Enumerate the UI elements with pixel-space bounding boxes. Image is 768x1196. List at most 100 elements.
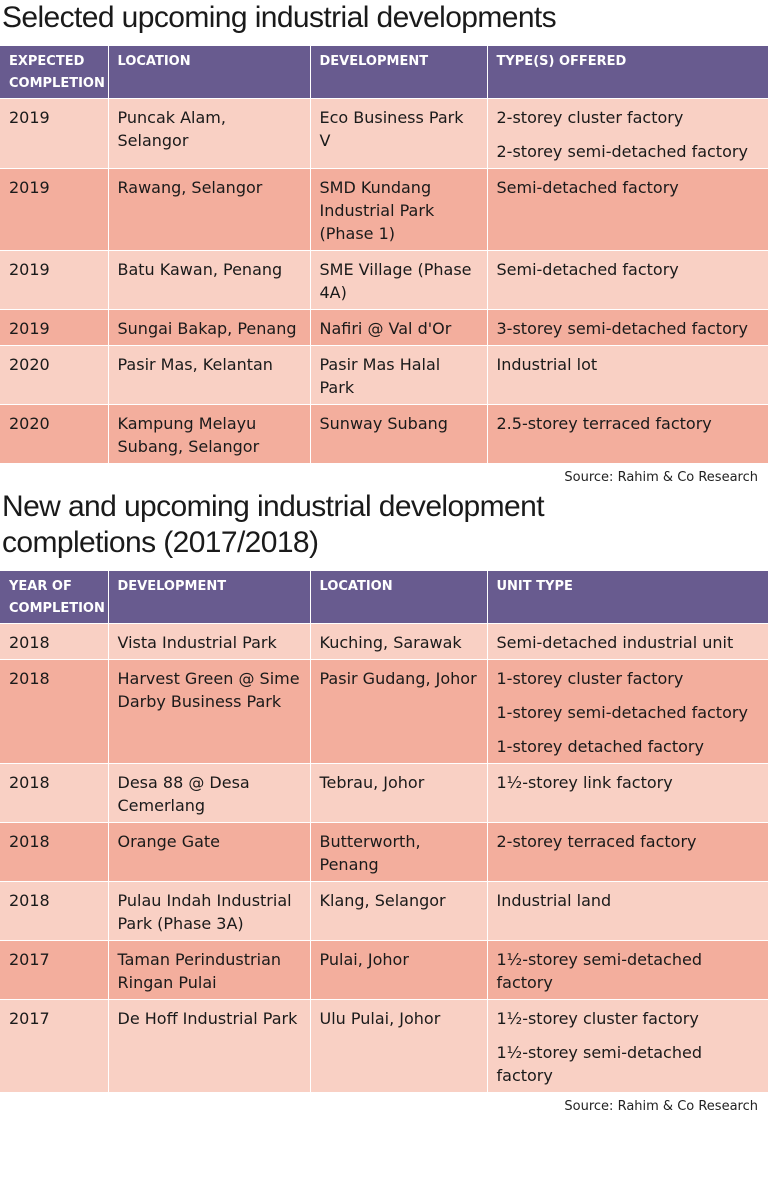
unit-type-item: 1½-storey semi-detached factory xyxy=(496,1043,702,1085)
cell-development: Pulau Indah Industrial Park (Phase 3A) xyxy=(108,881,311,941)
cell-year: 2017 xyxy=(0,999,109,1092)
header-expected-completion: EXPECTED COMPLETION xyxy=(0,46,109,99)
cell-development: Orange Gate xyxy=(108,822,311,882)
header-types-offered: TYPE(S) OFFERED xyxy=(487,46,768,99)
cell-location: Pasir Mas, Kelantan xyxy=(108,345,311,405)
cell-development: Harvest Green @ Sime Darby Business Park xyxy=(108,659,311,764)
cell-development: Vista Industrial Park xyxy=(108,623,311,660)
table-row: 2019 Rawang, Selangor SMD Kundang Industri… xyxy=(0,168,768,251)
unit-type-item: Semi-detached industrial unit xyxy=(496,633,734,652)
unit-type-item: 2-storey semi-detached factory xyxy=(496,142,748,161)
cell-location: Butterworth, Penang xyxy=(310,822,488,882)
cell-types: Industrial lot xyxy=(487,345,768,405)
table-row: 2017 De Hoff Industrial Park Ulu Pulai, Jo… xyxy=(0,999,768,1092)
section1-title: Selected upcoming industrial development… xyxy=(2,1,557,34)
header-development: DEVELOPMENT xyxy=(310,46,488,99)
cell-types: 2.5-storey terraced factory xyxy=(487,404,768,463)
section2-header-row: YEAR OF COMPLETION DEVELOPMENT LOCATION … xyxy=(0,571,768,624)
table-row: 2019 Sungai Bakap, Penang Nafiri @ Val d'O… xyxy=(0,309,768,346)
cell-location: Kampung Melayu Subang, Selangor xyxy=(108,404,311,463)
section1-table: EXPECTED COMPLETION LOCATION DEVELOPMENT… xyxy=(0,46,768,463)
header-location: LOCATION xyxy=(310,571,488,624)
cell-location: Kuching, Sarawak xyxy=(310,623,488,660)
section1-source: Source: Rahim & Co Research xyxy=(564,470,758,485)
header-location: LOCATION xyxy=(108,46,311,99)
unit-type-item: Semi-detached factory xyxy=(496,260,679,279)
cell-types: Industrial land xyxy=(487,881,768,941)
table-row: 2019 Puncak Alam, Selangor Eco Business Pa… xyxy=(0,98,768,169)
cell-development: Sunway Subang xyxy=(310,404,488,463)
table-row: 2020 Pasir Mas, Kelantan Pasir Mas Halal P… xyxy=(0,345,768,405)
cell-development: Taman Perindustrian Ringan Pulai xyxy=(108,940,311,1000)
unit-type-item: 2.5-storey terraced factory xyxy=(496,414,712,433)
cell-year: 2017 xyxy=(0,940,109,1000)
cell-location: Tebrau, Johor xyxy=(310,763,488,823)
unit-type-item: Industrial lot xyxy=(496,355,598,374)
cell-year: 2020 xyxy=(0,404,109,463)
cell-types: Semi-detached industrial unit xyxy=(487,623,768,660)
cell-year: 2019 xyxy=(0,98,109,169)
section2-table: YEAR OF COMPLETION DEVELOPMENT LOCATION … xyxy=(0,571,768,1092)
header-unit-type: UNIT TYPE xyxy=(487,571,768,624)
table-row: 2019 Batu Kawan, Penang SME Village (Phase… xyxy=(0,250,768,310)
cell-year: 2019 xyxy=(0,250,109,310)
cell-year: 2018 xyxy=(0,881,109,941)
cell-development: Desa 88 @ Desa Cemerlang xyxy=(108,763,311,823)
unit-type-item: 1-storey semi-detached factory xyxy=(496,703,748,722)
section2-title: New and upcoming industrial development … xyxy=(2,490,545,559)
cell-location: Klang, Selangor xyxy=(310,881,488,941)
table-row: 2018 Harvest Green @ Sime Darby Business … xyxy=(0,659,768,764)
cell-location: Pulai, Johor xyxy=(310,940,488,1000)
cell-year: 2020 xyxy=(0,345,109,405)
cell-types: 1½-storey link factory xyxy=(487,763,768,823)
table-row: 2018 Orange Gate Butterworth, Penang 2-stor… xyxy=(0,822,768,882)
cell-types: Semi-detached factory xyxy=(487,168,768,251)
cell-development: SMD Kundang Industrial Park (Phase 1) xyxy=(310,168,488,251)
unit-type-item: Industrial land xyxy=(496,891,612,910)
cell-development: SME Village (Phase 4A) xyxy=(310,250,488,310)
cell-types: 1-storey cluster factory 1-storey semi-de… xyxy=(487,659,768,764)
header-year-of-completion: YEAR OF COMPLETION xyxy=(0,571,109,624)
section1-header-row: EXPECTED COMPLETION LOCATION DEVELOPMENT… xyxy=(0,46,768,99)
cell-types: 1½-storey semi-detached factory xyxy=(487,940,768,1000)
cell-year: 2018 xyxy=(0,822,109,882)
table-row: 2018 Vista Industrial Park Kuching, Sarawa… xyxy=(0,623,768,660)
cell-types: 3-storey semi-detached factory xyxy=(487,309,768,346)
cell-types: 1½-storey cluster factory 1½-storey semi-… xyxy=(487,999,768,1092)
unit-type-item: 1-storey cluster factory xyxy=(496,669,684,688)
unit-type-item: 1½-storey semi-detached factory xyxy=(496,950,702,992)
cell-development: Eco Business Park V xyxy=(310,98,488,169)
cell-location: Sungai Bakap, Penang xyxy=(108,309,311,346)
cell-year: 2019 xyxy=(0,309,109,346)
cell-location: Batu Kawan, Penang xyxy=(108,250,311,310)
table-row: 2018 Desa 88 @ Desa Cemerlang Tebrau, Joho… xyxy=(0,763,768,823)
unit-type-item: 1-storey detached factory xyxy=(496,737,704,756)
cell-types: 2-storey terraced factory xyxy=(487,822,768,882)
unit-type-item: 1½-storey link factory xyxy=(496,773,673,792)
section2-table-body: 2018 Vista Industrial Park Kuching, Sarawa… xyxy=(0,623,768,1092)
table-row: 2017 Taman Perindustrian Ringan Pulai Pula… xyxy=(0,940,768,1000)
cell-year: 2018 xyxy=(0,763,109,823)
section2-source: Source: Rahim & Co Research xyxy=(564,1099,758,1114)
cell-location: Rawang, Selangor xyxy=(108,168,311,251)
table-row: 2020 Kampung Melayu Subang, Selangor Sunwa… xyxy=(0,404,768,463)
cell-development: Nafiri @ Val d'Or xyxy=(310,309,488,346)
page: Selected upcoming industrial development… xyxy=(0,1,768,1114)
cell-location: Puncak Alam, Selangor xyxy=(108,98,311,169)
unit-type-item: 2-storey terraced factory xyxy=(496,832,697,851)
cell-development: Pasir Mas Halal Park xyxy=(310,345,488,405)
unit-type-item: Semi-detached factory xyxy=(496,178,679,197)
section1-table-body: 2019 Puncak Alam, Selangor Eco Business Pa… xyxy=(0,98,768,463)
unit-type-item: 2-storey cluster factory xyxy=(496,108,684,127)
cell-year: 2018 xyxy=(0,623,109,660)
header-development: DEVELOPMENT xyxy=(108,571,311,624)
cell-types: Semi-detached factory xyxy=(487,250,768,310)
unit-type-item: 3-storey semi-detached factory xyxy=(496,319,748,338)
cell-development: De Hoff Industrial Park xyxy=(108,999,311,1092)
cell-year: 2018 xyxy=(0,659,109,764)
cell-location: Pasir Gudang, Johor xyxy=(310,659,488,764)
cell-types: 2-storey cluster factory 2-storey semi-de… xyxy=(487,98,768,169)
table-row: 2018 Pulau Indah Industrial Park (Phase 3… xyxy=(0,881,768,941)
unit-type-item: 1½-storey cluster factory xyxy=(496,1009,699,1028)
cell-location: Ulu Pulai, Johor xyxy=(310,999,488,1092)
